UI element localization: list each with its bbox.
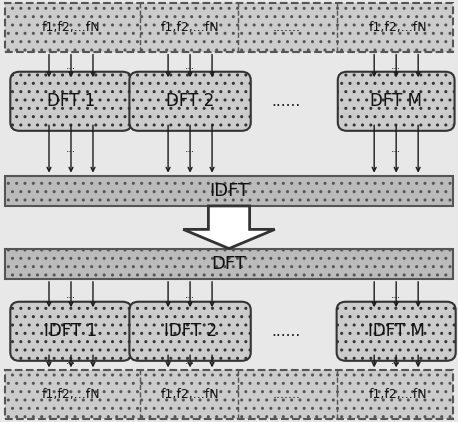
Text: ...: ...: [185, 289, 195, 300]
Bar: [5, 176, 453, 206]
Polygon shape: [183, 206, 275, 249]
FancyBboxPatch shape: [129, 72, 251, 131]
Text: .......: .......: [272, 21, 300, 34]
Text: ...: ...: [391, 356, 401, 366]
Text: f1,f2,...fN: f1,f2,...fN: [369, 21, 428, 34]
Text: ...: ...: [66, 61, 76, 71]
Text: IDFT: IDFT: [209, 182, 249, 200]
Text: ...: ...: [185, 356, 195, 366]
Text: IDFT 1: IDFT 1: [44, 322, 98, 340]
Text: ...: ...: [66, 144, 76, 154]
Text: f1,f2,...fN: f1,f2,...fN: [369, 388, 428, 401]
Text: IDFT 2: IDFT 2: [164, 322, 217, 340]
FancyBboxPatch shape: [10, 72, 132, 131]
Text: ...: ...: [185, 144, 195, 154]
Text: ......: ......: [272, 324, 301, 339]
Text: f1,f2,...fN: f1,f2,...fN: [161, 21, 219, 34]
FancyBboxPatch shape: [337, 302, 456, 361]
Text: ...: ...: [66, 289, 76, 300]
Text: ...: ...: [391, 61, 401, 71]
Text: f1,f2,...fN: f1,f2,...fN: [42, 21, 100, 34]
FancyBboxPatch shape: [338, 72, 454, 131]
Text: f1,f2,...fN: f1,f2,...fN: [42, 388, 100, 401]
Bar: [5, 249, 453, 279]
Text: f1,f2,...fN: f1,f2,...fN: [161, 388, 219, 401]
Text: DFT 1: DFT 1: [47, 92, 95, 110]
Text: DFT: DFT: [212, 255, 246, 273]
FancyBboxPatch shape: [10, 302, 132, 361]
Text: IDFT M: IDFT M: [368, 322, 425, 340]
Text: ...: ...: [391, 289, 401, 300]
Bar: [5, 371, 453, 419]
Text: ......: ......: [272, 94, 301, 109]
Text: ...: ...: [391, 144, 401, 154]
Text: ...: ...: [185, 61, 195, 71]
Text: ...: ...: [66, 356, 76, 366]
Text: .......: .......: [272, 388, 300, 401]
Text: DFT 2: DFT 2: [166, 92, 214, 110]
FancyBboxPatch shape: [129, 302, 251, 361]
Text: DFT M: DFT M: [370, 92, 422, 110]
Bar: [5, 3, 453, 51]
